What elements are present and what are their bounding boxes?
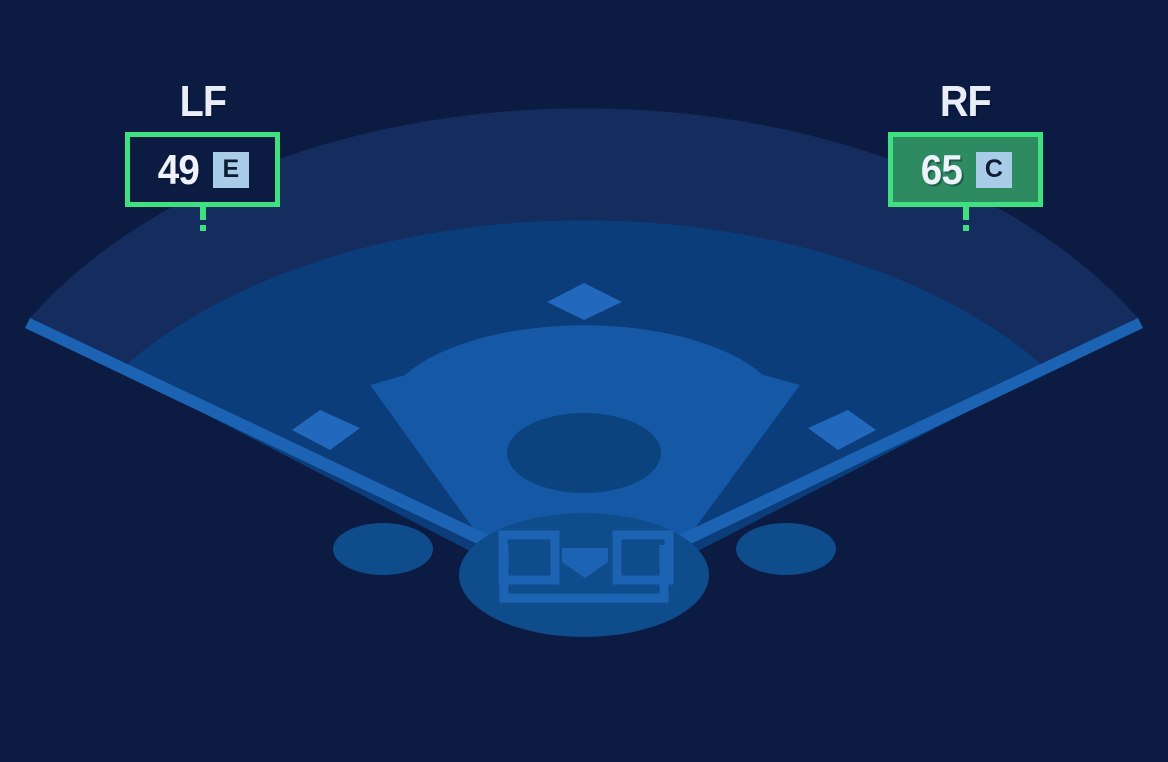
connector-stem <box>199 207 206 220</box>
on-deck-circle-left <box>333 523 433 575</box>
position-marker-left-field[interactable]: LF 49 E <box>125 80 280 231</box>
second-base <box>547 283 622 320</box>
foul-line-right <box>584 318 1143 592</box>
rating-box[interactable]: 49 E <box>125 132 280 207</box>
batters-box-right <box>612 530 674 585</box>
foul-line-left <box>25 318 584 592</box>
grade-badge: E <box>212 151 249 188</box>
batters-box-left <box>498 530 560 585</box>
marker-connector <box>199 207 206 231</box>
position-label: LF <box>179 77 226 126</box>
marker-connector <box>962 207 969 231</box>
first-base <box>808 410 876 450</box>
rating-value: 65 <box>920 145 963 193</box>
rating-value: 49 <box>157 145 200 193</box>
connector-dot <box>199 225 206 231</box>
position-marker-right-field[interactable]: RF 65 C <box>888 80 1043 231</box>
rating-box[interactable]: 65 C <box>888 132 1043 207</box>
home-plate <box>562 548 608 578</box>
position-label: RF <box>940 77 992 126</box>
connector-dot <box>962 225 969 231</box>
third-base <box>292 410 360 450</box>
grade-badge: C <box>975 151 1012 188</box>
connector-stem <box>962 207 969 220</box>
infield-grass-arc <box>400 325 768 430</box>
on-deck-circle-right <box>736 523 836 575</box>
pitchers-mound <box>507 413 661 493</box>
